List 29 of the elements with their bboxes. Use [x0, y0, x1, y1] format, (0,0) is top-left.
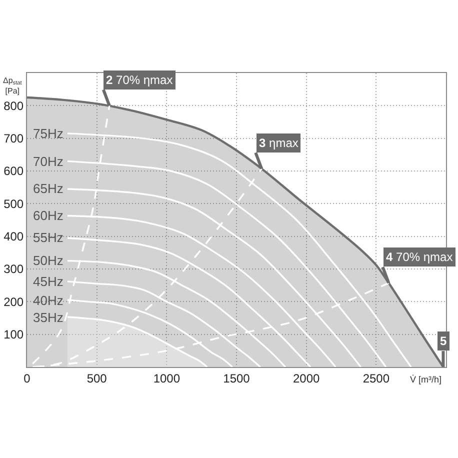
y-tick-label: 300 [4, 262, 24, 276]
x-tick-label: 1000 [153, 371, 180, 386]
y-tick-label: 500 [4, 196, 24, 211]
x-tick-label: 2000 [292, 371, 320, 386]
x-axis-title: V̇ [m³/h] [410, 374, 442, 384]
series-label: 55Hz [33, 230, 64, 245]
annotation: 3 ηmax [259, 136, 298, 150]
annotation: 4 70% ηmax [386, 250, 453, 264]
series-label: 65Hz [33, 181, 64, 196]
y-tick-label: 700 [4, 132, 24, 146]
series-label: 35Hz [33, 310, 64, 325]
x-tick-label: 500 [86, 371, 108, 386]
x-tick-label: 0 [24, 371, 31, 386]
x-tick-label: 1500 [223, 371, 250, 386]
annotation: 5 [440, 334, 447, 348]
series-label: 75Hz [33, 126, 64, 141]
series-label: 40Hz [33, 293, 64, 308]
y-tick-label: 800 [4, 98, 24, 113]
y-tick-label: 200 [4, 294, 24, 309]
y-tick-label: 600 [4, 164, 24, 178]
series-label: 60Hz [33, 208, 64, 223]
series-label: 45Hz [33, 274, 64, 289]
annotation: 2 70% ηmax [106, 73, 173, 87]
x-tick-label: 2500 [362, 371, 390, 386]
series-label: 70Hz [33, 154, 64, 169]
y-tick-label: 100 [4, 328, 24, 342]
y-axis-title: Δp$_{stat}$ [Pa] [3, 76, 22, 96]
y-tick-label: 400 [4, 230, 24, 244]
series-label: 50Hz [33, 253, 64, 268]
